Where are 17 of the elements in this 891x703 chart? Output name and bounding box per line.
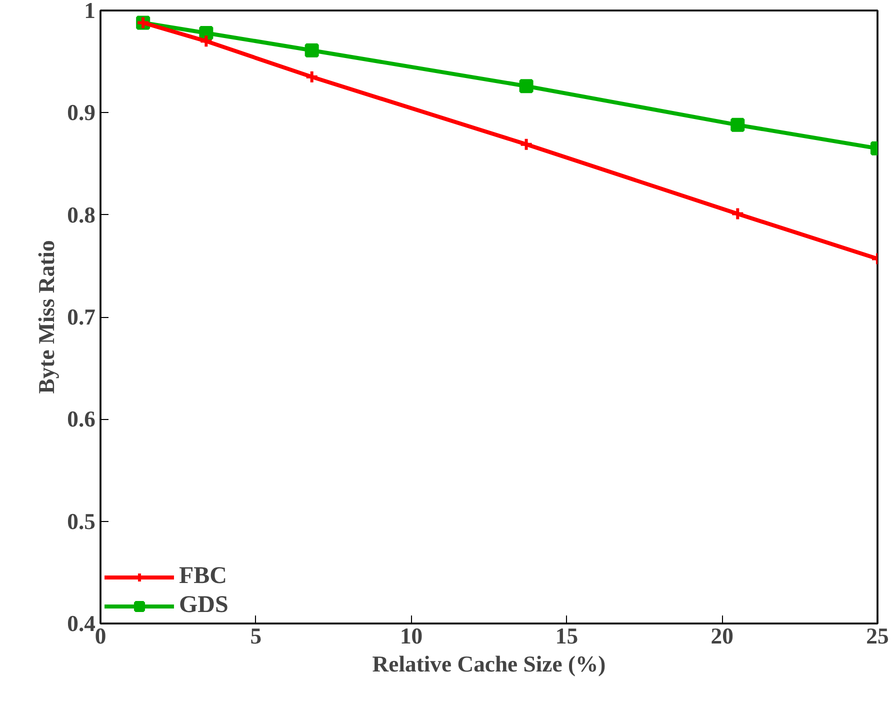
y-tick-label: 0.7 bbox=[67, 304, 96, 330]
y-tick-label: 0.8 bbox=[67, 202, 96, 228]
legend-label: FBC bbox=[179, 563, 227, 590]
x-tick-label: 0 bbox=[94, 624, 106, 648]
y-tick-label: 0.4 bbox=[67, 611, 96, 636]
x-tick-label: 25 bbox=[866, 624, 889, 648]
y-tick-label: 0.9 bbox=[67, 100, 96, 126]
x-axis-title: Relative Cache Size (%) bbox=[372, 652, 606, 676]
x-tick-label: 15 bbox=[555, 624, 578, 648]
x-tick-label: 20 bbox=[710, 624, 734, 648]
y-tick-label: 1 bbox=[84, 0, 96, 23]
legend-label: GDS bbox=[179, 592, 228, 619]
x-tick-label: 5 bbox=[250, 624, 262, 648]
y-tick-label: 0.6 bbox=[67, 406, 96, 432]
y-axis-title: Byte Miss Ratio bbox=[34, 240, 60, 394]
y-tick-label: 0.5 bbox=[67, 508, 96, 534]
x-tick-label: 10 bbox=[400, 624, 423, 648]
